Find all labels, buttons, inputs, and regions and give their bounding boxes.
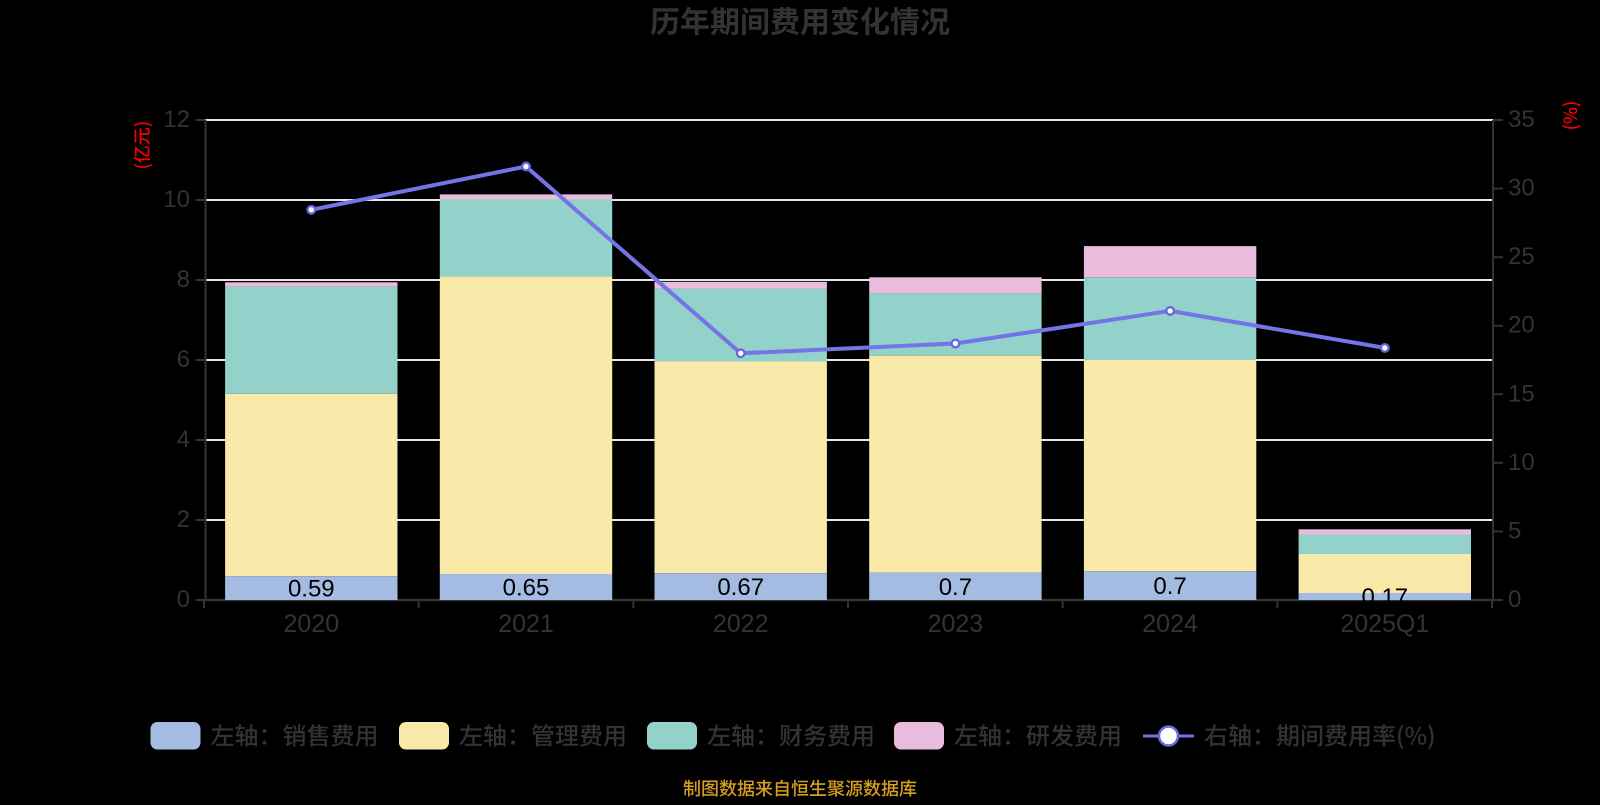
svg-text:0.65: 0.65 [503,575,550,602]
svg-text:2024: 2024 [1142,610,1198,638]
svg-text:0: 0 [1508,586,1521,613]
svg-text:5: 5 [1508,517,1521,544]
svg-text:2: 2 [177,506,190,533]
svg-text:12: 12 [163,106,190,133]
svg-text:2020: 2020 [283,610,339,638]
svg-text:0: 0 [177,586,190,613]
svg-text:0.7: 0.7 [1153,573,1186,600]
svg-text:0.17: 0.17 [1361,584,1408,611]
svg-text:25: 25 [1508,243,1535,270]
svg-text:2021: 2021 [498,610,554,638]
svg-text:2023: 2023 [928,610,984,638]
svg-text:10: 10 [163,186,190,213]
svg-text:0.59: 0.59 [288,576,335,603]
svg-text:30: 30 [1508,175,1535,202]
svg-text:6: 6 [177,346,190,373]
svg-text:0.7: 0.7 [939,574,972,601]
svg-text:2025Q1: 2025Q1 [1340,610,1429,638]
svg-text:15: 15 [1508,380,1535,407]
svg-text:8: 8 [177,266,190,293]
svg-text:2022: 2022 [713,610,769,638]
svg-text:10: 10 [1508,449,1535,476]
svg-text:0.67: 0.67 [717,574,764,601]
svg-text:4: 4 [177,426,190,453]
svg-text:35: 35 [1508,106,1535,133]
svg-text:20: 20 [1508,312,1535,339]
